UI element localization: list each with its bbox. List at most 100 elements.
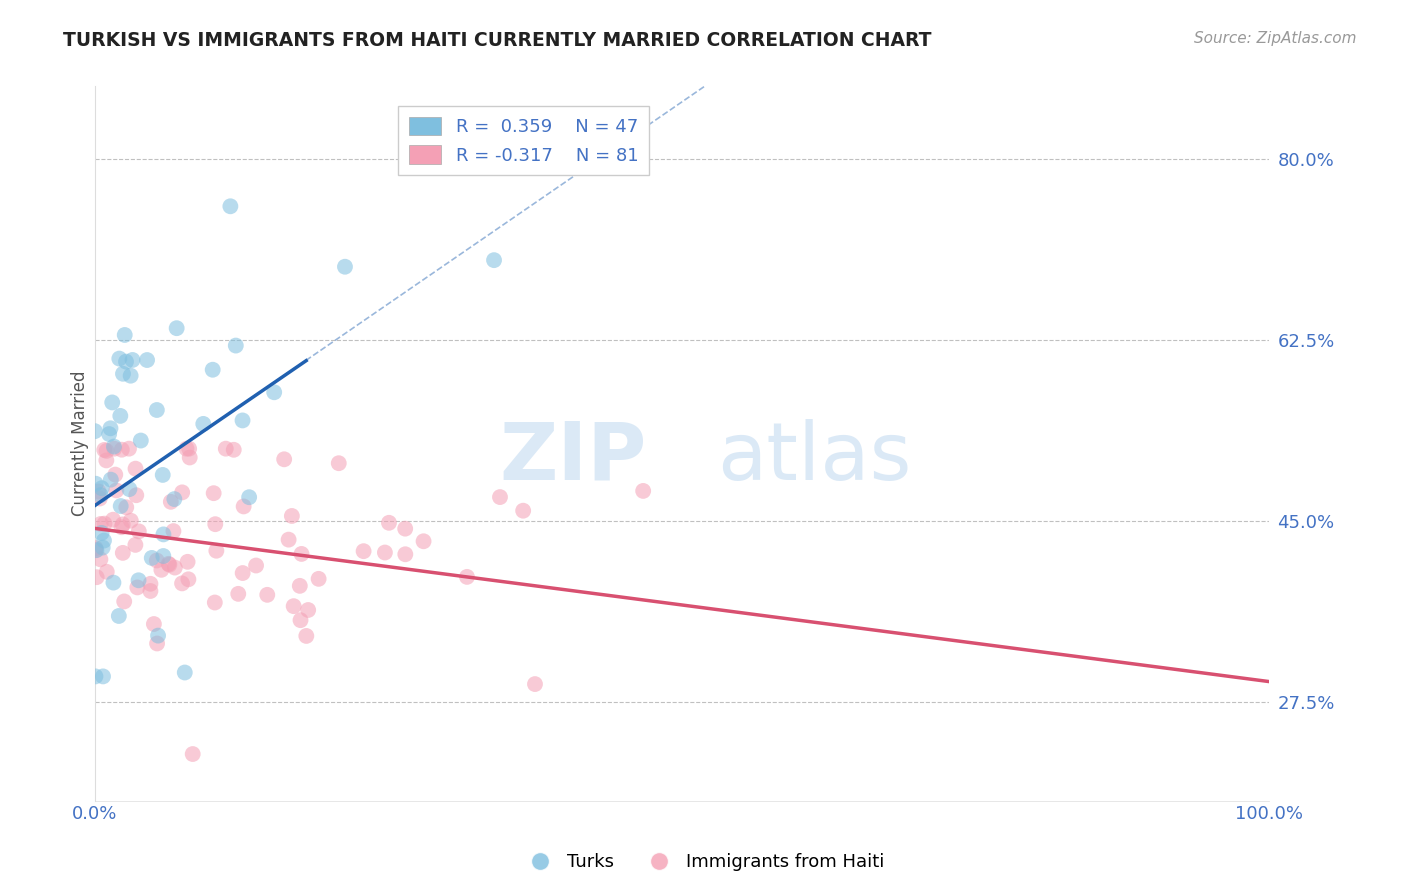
- Point: [489, 490, 512, 504]
- Point: [290, 547, 312, 561]
- Point: [90, 525, 112, 540]
- Point: [111, 517, 134, 532]
- Point: [176, 442, 198, 456]
- Point: [163, 560, 186, 574]
- Point: [100, 421, 122, 435]
- Point: [101, 395, 124, 409]
- Point: [127, 581, 149, 595]
- Point: [232, 500, 254, 514]
- Point: [225, 338, 247, 352]
- Point: [524, 677, 547, 691]
- Point: [204, 517, 226, 532]
- Point: [91, 541, 114, 555]
- Point: [100, 473, 122, 487]
- Point: [115, 500, 138, 515]
- Point: [482, 253, 505, 268]
- Point: [297, 603, 319, 617]
- Point: [179, 442, 201, 456]
- Point: [103, 440, 125, 454]
- Point: [111, 442, 134, 457]
- Point: [84, 543, 107, 558]
- Point: [111, 546, 134, 560]
- Point: [283, 599, 305, 614]
- Point: [104, 467, 127, 482]
- Point: [87, 484, 110, 499]
- Point: [136, 353, 159, 368]
- Text: Source: ZipAtlas.com: Source: ZipAtlas.com: [1194, 31, 1357, 46]
- Point: [93, 442, 115, 457]
- Point: [93, 533, 115, 548]
- Point: [170, 576, 193, 591]
- Point: [112, 594, 135, 608]
- Point: [201, 362, 224, 376]
- Point: [146, 403, 169, 417]
- Point: [631, 483, 654, 498]
- Point: [146, 636, 169, 650]
- Point: [84, 476, 107, 491]
- Point: [93, 516, 115, 531]
- Point: [277, 533, 299, 547]
- Point: [412, 534, 434, 549]
- Point: [374, 545, 396, 559]
- Point: [162, 524, 184, 538]
- Point: [105, 483, 128, 498]
- Point: [110, 499, 132, 513]
- Point: [86, 543, 108, 558]
- Point: [145, 553, 167, 567]
- Legend: Turks, Immigrants from Haiti: Turks, Immigrants from Haiti: [515, 847, 891, 879]
- Point: [238, 490, 260, 504]
- Point: [118, 442, 141, 456]
- Point: [96, 453, 118, 467]
- Point: [111, 367, 134, 381]
- Point: [160, 495, 183, 509]
- Point: [222, 442, 245, 457]
- Point: [83, 424, 105, 438]
- Point: [256, 588, 278, 602]
- Point: [96, 565, 118, 579]
- Point: [150, 563, 173, 577]
- Point: [128, 524, 150, 539]
- Point: [110, 409, 132, 423]
- Point: [84, 669, 107, 683]
- Point: [202, 486, 225, 500]
- Point: [124, 538, 146, 552]
- Point: [263, 385, 285, 400]
- Point: [205, 543, 228, 558]
- Point: [121, 353, 143, 368]
- Point: [308, 572, 330, 586]
- Point: [157, 557, 180, 571]
- Point: [179, 450, 201, 465]
- Point: [176, 555, 198, 569]
- Point: [90, 516, 112, 531]
- Point: [98, 427, 121, 442]
- Point: [125, 488, 148, 502]
- Point: [152, 549, 174, 563]
- Point: [108, 351, 131, 366]
- Point: [173, 665, 195, 680]
- Point: [177, 572, 200, 586]
- Text: atlas: atlas: [717, 418, 911, 497]
- Point: [128, 574, 150, 588]
- Point: [141, 550, 163, 565]
- Point: [172, 485, 194, 500]
- Point: [146, 629, 169, 643]
- Point: [110, 520, 132, 534]
- Point: [512, 504, 534, 518]
- Point: [193, 417, 215, 431]
- Point: [456, 570, 478, 584]
- Point: [333, 260, 356, 274]
- Point: [139, 576, 162, 591]
- Point: [129, 434, 152, 448]
- Point: [108, 609, 131, 624]
- Text: TURKISH VS IMMIGRANTS FROM HAITI CURRENTLY MARRIED CORRELATION CHART: TURKISH VS IMMIGRANTS FROM HAITI CURRENT…: [63, 31, 932, 50]
- Point: [101, 513, 124, 527]
- Point: [295, 629, 318, 643]
- Point: [84, 541, 107, 556]
- Point: [90, 481, 112, 495]
- Legend: R =  0.359    N = 47, R = -0.317    N = 81: R = 0.359 N = 47, R = -0.317 N = 81: [398, 106, 650, 176]
- Y-axis label: Currently Married: Currently Married: [72, 371, 89, 516]
- Point: [288, 579, 311, 593]
- Point: [378, 516, 401, 530]
- Point: [142, 617, 165, 632]
- Point: [124, 461, 146, 475]
